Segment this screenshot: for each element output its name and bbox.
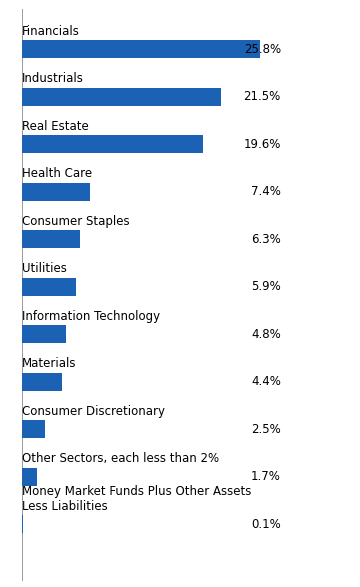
Bar bbox=[22, 40, 260, 58]
Text: Materials: Materials bbox=[22, 357, 76, 370]
Text: 19.6%: 19.6% bbox=[243, 138, 281, 151]
Text: Other Sectors, each less than 2%: Other Sectors, each less than 2% bbox=[22, 452, 219, 465]
Bar bbox=[22, 135, 203, 153]
Text: 25.8%: 25.8% bbox=[244, 43, 281, 56]
Bar bbox=[22, 468, 37, 485]
Bar bbox=[22, 420, 45, 438]
Bar bbox=[22, 325, 66, 343]
Bar bbox=[22, 87, 221, 106]
Text: 21.5%: 21.5% bbox=[244, 90, 281, 103]
Text: Consumer Discretionary: Consumer Discretionary bbox=[22, 405, 165, 418]
Text: 6.3%: 6.3% bbox=[251, 232, 281, 246]
Bar bbox=[22, 515, 23, 533]
Text: 2.5%: 2.5% bbox=[251, 423, 281, 436]
Text: Utilities: Utilities bbox=[22, 262, 67, 275]
Bar bbox=[22, 278, 76, 296]
Text: Information Technology: Information Technology bbox=[22, 310, 160, 323]
Bar bbox=[22, 373, 62, 391]
Text: Financials: Financials bbox=[22, 25, 80, 38]
Text: 7.4%: 7.4% bbox=[251, 185, 281, 198]
Text: 1.7%: 1.7% bbox=[251, 470, 281, 483]
Text: Real Estate: Real Estate bbox=[22, 120, 88, 133]
Text: Money Market Funds Plus Other Assets
Less Liabilities: Money Market Funds Plus Other Assets Les… bbox=[22, 485, 251, 512]
Text: 0.1%: 0.1% bbox=[251, 518, 281, 531]
Text: 4.4%: 4.4% bbox=[251, 375, 281, 388]
Text: Industrials: Industrials bbox=[22, 72, 84, 85]
Bar bbox=[22, 230, 80, 248]
Text: 4.8%: 4.8% bbox=[251, 328, 281, 340]
Text: Health Care: Health Care bbox=[22, 167, 92, 180]
Text: 5.9%: 5.9% bbox=[251, 280, 281, 293]
Text: Consumer Staples: Consumer Staples bbox=[22, 215, 129, 228]
Bar bbox=[22, 183, 90, 201]
